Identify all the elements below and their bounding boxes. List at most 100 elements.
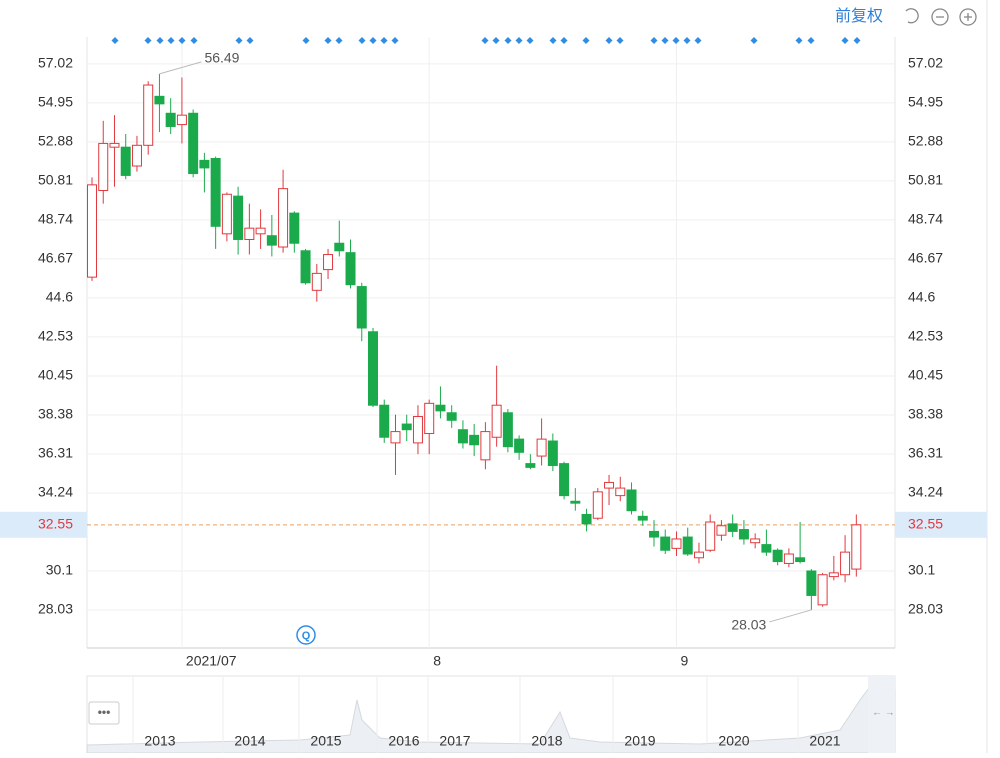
min-label: 28.03 [731,617,766,633]
candle-body [457,429,468,444]
x-tick-label: 8 [433,653,441,669]
candle-body [491,404,502,438]
reset-icon[interactable] [905,8,919,24]
candle-body [233,195,244,240]
zoom-out-icon[interactable] [931,8,949,26]
adjust-toggle[interactable]: 前复权 [835,7,883,25]
event-marker [683,37,691,44]
candle-body [671,538,682,549]
candle-body [693,551,704,559]
candle-body [98,142,109,192]
y2-tick-label: 44.6 [908,289,935,305]
event-marker [156,37,164,44]
candle-body [738,529,749,540]
event-marker [190,37,198,44]
y-tick-label: 28.03 [38,601,73,617]
y2-tick-label: 34.24 [908,484,943,500]
navigator-year: 2018 [531,733,562,749]
event-marker [795,37,803,44]
candle-body [536,438,547,457]
y2-tick-label: 30.1 [908,562,935,578]
candle-body [626,489,637,512]
y-tick-label: 46.67 [38,250,73,266]
candle-body [176,114,187,126]
y-tick-label: 50.81 [38,172,73,188]
candle-body [817,574,828,606]
candle-body [120,146,131,176]
y2-tick-label: 46.67 [908,250,943,266]
candle-body [424,402,435,434]
candle-body [300,250,311,284]
candle-body [750,538,761,544]
event-marker [369,37,377,44]
event-marker [380,37,388,44]
event-marker [582,37,590,44]
navigator-menu[interactable] [88,701,120,725]
candle-body [289,212,300,244]
navigator-year: 2014 [234,733,265,749]
zoom-in-icon[interactable] [959,8,977,26]
candle-body [199,159,210,169]
y2-tick-label: 28.03 [908,601,943,617]
navigator-year: 2017 [439,733,470,749]
y-tick-label: 38.38 [38,406,73,422]
y2-tick-label: 50.81 [908,172,943,188]
y2-tick-label: 57.02 [908,55,943,71]
candle-body [323,254,334,271]
event-marker [178,37,186,44]
event-marker [515,37,523,44]
y-tick-label: 52.88 [38,133,73,149]
search-icon-glyph: Q [302,630,311,642]
event-marker [672,37,680,44]
candle-body [716,525,727,536]
event-marker [335,37,343,44]
candle-body [705,521,716,551]
candle-body [502,412,513,448]
candle-body [649,530,659,538]
event-marker [246,37,254,44]
event-marker [358,37,366,44]
candle-body [514,438,525,453]
y-tick-label: 34.24 [38,484,73,500]
candle-body [255,227,266,235]
candle-body [682,536,693,555]
navigator-year: 2013 [144,733,175,749]
candle-body [604,481,615,489]
navigator-year: 2021 [809,733,840,749]
candle-body [188,112,199,175]
event-marker [144,37,152,44]
y-tick-label: 42.53 [38,328,73,344]
candle-body [334,242,345,252]
candle-body [592,491,603,519]
navigator-window[interactable] [868,676,895,753]
candle-body [356,286,367,329]
event-marker [549,37,557,44]
event-marker [650,37,658,44]
event-marker [324,37,332,44]
event-marker [694,37,702,44]
navigator-arrows[interactable]: ← → [872,708,895,719]
event-marker [111,37,119,44]
y-tick-label: 44.6 [46,289,73,305]
event-marker [302,37,310,44]
search-icon[interactable] [296,625,316,645]
candle-body [154,95,165,105]
min-leader [769,609,812,623]
candle-body [828,572,839,578]
candle-body [266,235,277,246]
candle-body [221,193,232,235]
navigator-year: 2019 [624,733,655,749]
candle-body [581,513,592,525]
candle-body [210,157,221,227]
candle-body [345,252,356,286]
candle-body [412,416,423,444]
candle-body [525,463,536,468]
candle-body [772,549,783,563]
candle-body [637,515,648,521]
candle-body [795,557,806,563]
y2-tick-label: 54.95 [908,94,943,110]
y-tick-label: 48.74 [38,211,73,227]
candle-body [840,551,851,576]
current-price-label: 32.55 [908,516,943,532]
